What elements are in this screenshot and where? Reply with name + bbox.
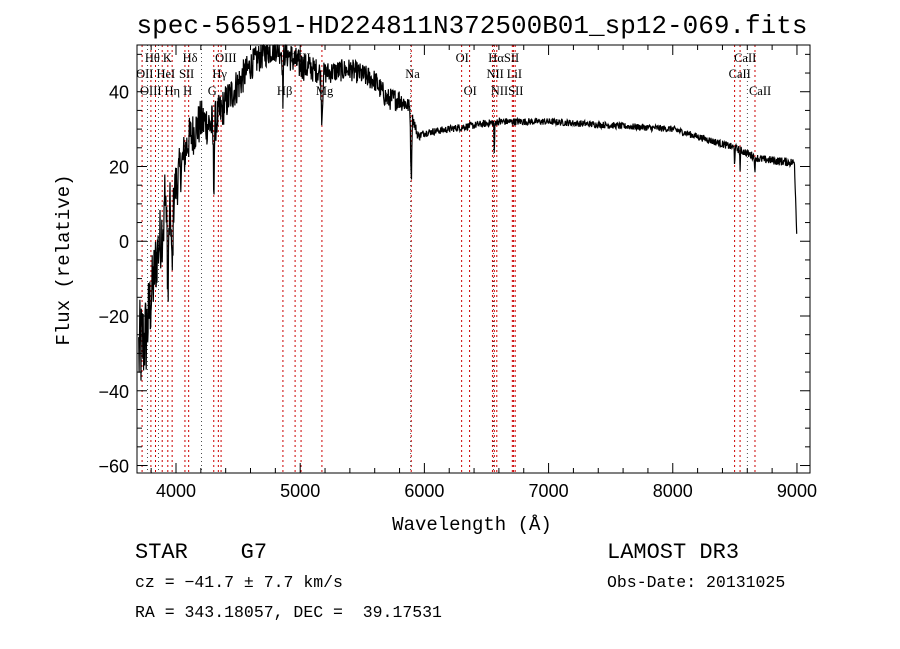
spectral-line-label: CaII: [729, 67, 751, 81]
spectral-line-label: NII: [486, 67, 503, 81]
x-tick-label: 6000: [404, 481, 444, 501]
spectral-line-label: LiI: [507, 67, 522, 81]
spectral-line-label: CaII: [734, 51, 756, 65]
y-axis-label: Flux (relative): [53, 174, 75, 345]
spectral-line-label: Na: [405, 67, 420, 81]
x-tick-label: 9000: [777, 481, 817, 501]
chart-title: spec-56591-HD224811N372500B01_sp12-069.f…: [137, 11, 808, 41]
spectral-line-label: NIISII: [491, 84, 524, 98]
spectral-line-label: OIII: [215, 51, 237, 65]
spectral-line-label: G: [208, 84, 217, 98]
class-label: STAR: [135, 540, 188, 565]
coordinates-label: RA = 343.18057, DEC = 39.17531: [135, 603, 442, 622]
spectral-line-label: Hδ: [183, 51, 198, 65]
x-tick-label: 4000: [156, 481, 196, 501]
spectral-line-label: Hβ: [277, 84, 292, 98]
plot-frame: [136, 44, 811, 474]
x-tick-label: 8000: [653, 481, 693, 501]
y-tick-label: −60: [98, 457, 129, 477]
spectral-line-label: Hγ: [212, 67, 227, 81]
obs-date-label: Obs-Date: 20131025: [607, 573, 786, 592]
spectral-line-label: OII: [136, 67, 153, 81]
spectral-line-label: OIII: [140, 84, 162, 98]
spectrum-line: [138, 44, 798, 381]
spectral-line-label: CaII: [749, 84, 771, 98]
y-tick-label: 20: [109, 157, 129, 177]
redshift-label: cz = −41.7 ± 7.7 km/s: [135, 573, 343, 592]
y-tick-label: 0: [119, 232, 129, 252]
spectral-lines: OIIOIIIHθHηHeIKHSIIHδGHγOIIIHβOIIIMgNaOI…: [136, 45, 771, 473]
object-class: STAR G7: [135, 540, 267, 565]
spectral-line-label: Hη: [165, 84, 181, 98]
spectral-line-label: Hθ: [145, 51, 160, 65]
spectral-line-label: H: [183, 84, 192, 98]
y-tick-label: −40: [98, 382, 129, 402]
spectral-line-label: HαSII: [488, 51, 519, 65]
x-tick-label: 7000: [529, 481, 569, 501]
x-axis-label: Wavelength (Å): [392, 514, 552, 536]
survey-label: LAMOST DR3: [607, 540, 740, 565]
spectrum-series: [138, 44, 798, 381]
spectral-line-label: OI: [456, 51, 469, 65]
spectral-line-label: K: [163, 51, 172, 65]
spectral-line-label: OI: [464, 84, 477, 98]
x-tick-label: 5000: [280, 481, 320, 501]
spectral-line-label: SII: [179, 67, 194, 81]
y-tick-label: 40: [109, 83, 129, 103]
axis-ticks: 4000 5000 6000 7000 8000 9000 −60 −40 −20 0 20 40: [98, 45, 817, 501]
spectral-line-label: HeI: [156, 67, 175, 81]
spectral-line-label: Mg: [316, 84, 334, 98]
subclass-label: G7: [240, 540, 268, 565]
y-tick-label: −20: [98, 307, 129, 327]
